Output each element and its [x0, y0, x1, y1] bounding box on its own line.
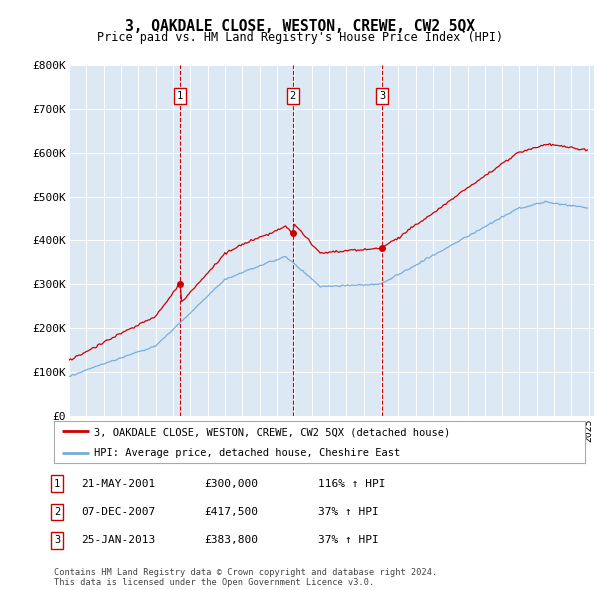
Text: 3: 3 [379, 91, 385, 101]
Text: £417,500: £417,500 [204, 507, 258, 517]
Text: 37% ↑ HPI: 37% ↑ HPI [318, 536, 379, 545]
Text: 25-JAN-2013: 25-JAN-2013 [81, 536, 155, 545]
Text: 2: 2 [54, 507, 60, 517]
Text: 3, OAKDALE CLOSE, WESTON, CREWE, CW2 5QX (detached house): 3, OAKDALE CLOSE, WESTON, CREWE, CW2 5QX… [94, 427, 450, 437]
Text: Price paid vs. HM Land Registry's House Price Index (HPI): Price paid vs. HM Land Registry's House … [97, 31, 503, 44]
Text: 2: 2 [290, 91, 296, 101]
Text: 07-DEC-2007: 07-DEC-2007 [81, 507, 155, 517]
Text: 3, OAKDALE CLOSE, WESTON, CREWE, CW2 5QX: 3, OAKDALE CLOSE, WESTON, CREWE, CW2 5QX [125, 19, 475, 34]
Text: Contains HM Land Registry data © Crown copyright and database right 2024.
This d: Contains HM Land Registry data © Crown c… [54, 568, 437, 587]
Text: 116% ↑ HPI: 116% ↑ HPI [318, 479, 386, 489]
Text: £383,800: £383,800 [204, 536, 258, 545]
Text: 1: 1 [176, 91, 182, 101]
Text: 21-MAY-2001: 21-MAY-2001 [81, 479, 155, 489]
Text: £300,000: £300,000 [204, 479, 258, 489]
Text: 3: 3 [54, 536, 60, 545]
Text: 37% ↑ HPI: 37% ↑ HPI [318, 507, 379, 517]
Text: 1: 1 [54, 479, 60, 489]
Text: HPI: Average price, detached house, Cheshire East: HPI: Average price, detached house, Ches… [94, 448, 400, 458]
